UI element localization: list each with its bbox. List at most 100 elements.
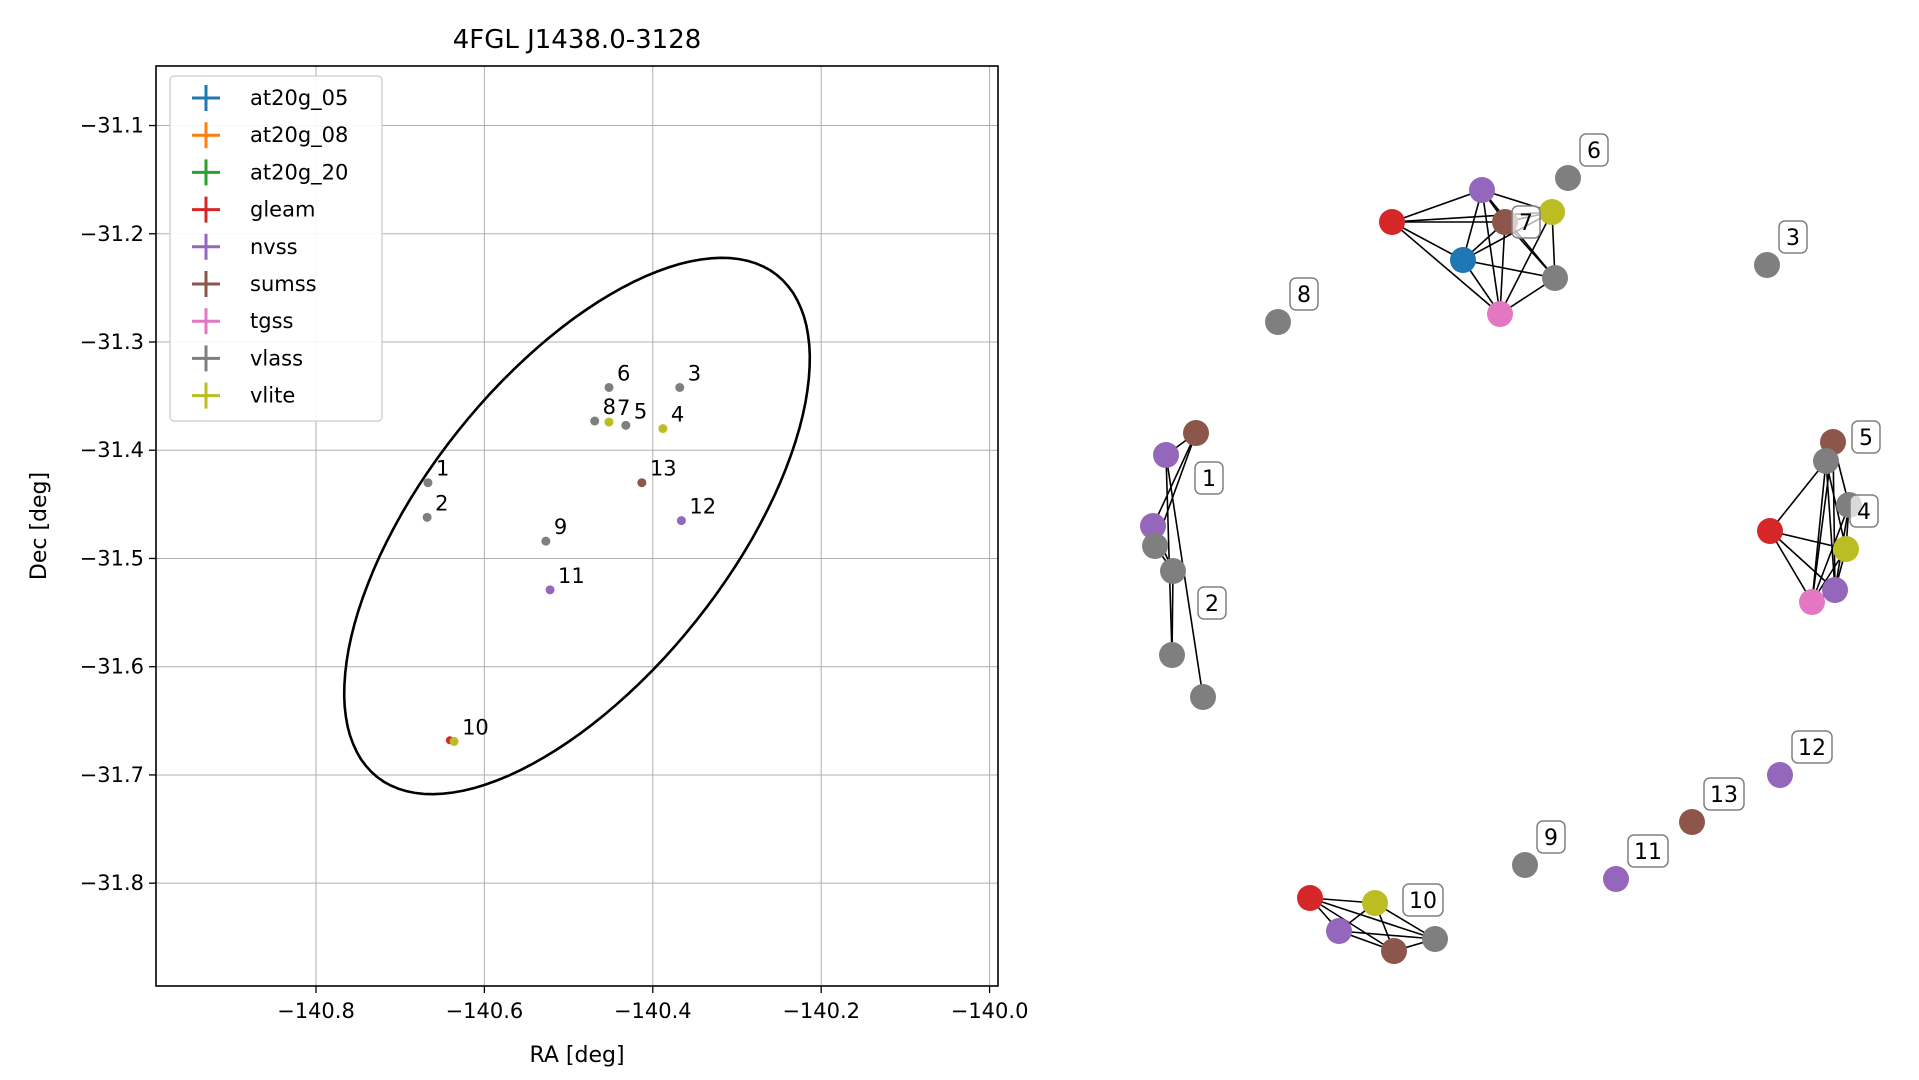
graph-edge — [1391, 211, 1553, 223]
graph-edge — [1152, 525, 1174, 572]
point-label: 10 — [462, 715, 489, 739]
axes-frame — [155, 65, 999, 987]
node-label-text: 1 — [1202, 467, 1216, 492]
graph-edge — [1769, 530, 1847, 550]
graph-edge — [1374, 902, 1436, 940]
graph-edge — [1481, 189, 1553, 213]
graph-edge — [1811, 548, 1847, 603]
point-label: 2 — [435, 491, 448, 515]
graph-edge — [1825, 460, 1847, 550]
data-point — [449, 736, 459, 746]
y-tick-label: −31.4 — [80, 438, 144, 462]
graph-edge — [1171, 570, 1174, 656]
node-label: 2 — [1197, 586, 1227, 620]
node-label-box — [1197, 586, 1227, 620]
point-label: 9 — [554, 515, 567, 539]
graph-node — [1190, 684, 1216, 710]
y-tick-label: −31.1 — [80, 114, 144, 138]
legend-entry: gleam — [192, 196, 315, 223]
node-label: 11 — [1627, 834, 1669, 868]
graph-edge — [1834, 548, 1847, 591]
node-label-text: 13 — [1710, 783, 1738, 808]
graph-edge — [1152, 432, 1197, 527]
point-label: 3 — [688, 361, 701, 385]
graph-edge — [1338, 902, 1376, 932]
x-tick-label: −140.0 — [951, 999, 1029, 1023]
legend-label: at20g_05 — [250, 86, 348, 111]
legend-label: nvss — [250, 235, 298, 259]
graph-edge — [1374, 902, 1395, 952]
graph-node — [1813, 448, 1839, 474]
x-axis-label: RA [deg] — [529, 1043, 624, 1068]
legend-label: tgss — [250, 309, 293, 333]
error-ellipse — [342, 256, 812, 796]
graph-edge — [1769, 530, 1813, 603]
node-label-text: 7 — [1519, 211, 1533, 236]
legend-box — [169, 75, 383, 422]
point-label: 4 — [671, 403, 684, 427]
graph-edge — [1462, 259, 1501, 315]
graph-node — [1754, 252, 1780, 278]
node-label-text: 2 — [1205, 592, 1219, 617]
graph-edge — [1504, 221, 1556, 279]
legend-label: sumss — [250, 272, 317, 296]
graph-node — [1555, 165, 1581, 191]
data-point — [658, 424, 668, 434]
graph-node — [1767, 762, 1793, 788]
graph-edge — [1811, 589, 1836, 603]
data-point — [621, 420, 631, 430]
graph-edge — [1499, 211, 1553, 315]
point-label: 5 — [634, 399, 647, 423]
graph-node — [1512, 852, 1538, 878]
y-tick-label: −31.6 — [80, 655, 144, 679]
node-label: 13 — [1703, 777, 1745, 811]
data-point — [604, 417, 614, 427]
graph-node — [1679, 809, 1705, 835]
x-tick-label: −140.6 — [446, 999, 524, 1023]
graph-edge — [1481, 189, 1501, 315]
graph-node — [1469, 177, 1495, 203]
point-label: 12 — [689, 495, 716, 519]
node-label-box — [1402, 883, 1444, 917]
graph-node — [1542, 265, 1568, 291]
data-point — [422, 512, 432, 522]
graph-node — [1159, 642, 1185, 668]
data-point — [541, 536, 551, 546]
graph-edge — [1504, 211, 1553, 223]
node-label-box — [1289, 277, 1319, 311]
node-label-box — [1536, 820, 1566, 854]
graph-edge — [1309, 897, 1395, 952]
x-tick-label: −140.2 — [782, 999, 860, 1023]
node-label-box — [1703, 777, 1745, 811]
node-label-text: 12 — [1798, 736, 1826, 761]
graph-node — [1422, 926, 1448, 952]
node-label-text: 6 — [1587, 139, 1601, 164]
graph-edge — [1462, 211, 1553, 261]
graph-edge — [1462, 189, 1483, 261]
node-label-text: 10 — [1409, 889, 1437, 914]
y-tick-label: −31.7 — [80, 763, 144, 787]
node-label-text: 11 — [1634, 840, 1662, 865]
graph-node — [1362, 890, 1388, 916]
node-label-box — [1511, 205, 1541, 239]
node-label: 6 — [1579, 133, 1609, 167]
node-label-box — [1849, 494, 1879, 528]
node-label: 7 — [1511, 205, 1541, 239]
x-tick-label: −140.8 — [277, 999, 355, 1023]
graph-edge — [1481, 189, 1506, 223]
graph-edge — [1309, 897, 1436, 940]
legend-label: vlite — [250, 384, 295, 408]
node-label-text: 4 — [1857, 500, 1871, 525]
graph-node — [1183, 420, 1209, 446]
graph-edge — [1832, 441, 1836, 591]
graph-edge — [1309, 897, 1376, 904]
legend-entry: sumss — [192, 271, 317, 297]
data-point — [637, 478, 647, 488]
graph-node — [1833, 536, 1859, 562]
graph-edge — [1499, 277, 1556, 315]
node-label: 5 — [1851, 420, 1881, 454]
node-label-box — [1627, 834, 1669, 868]
graph-node — [1603, 866, 1629, 892]
graph-edge — [1154, 432, 1197, 547]
graph-node — [1160, 558, 1186, 584]
